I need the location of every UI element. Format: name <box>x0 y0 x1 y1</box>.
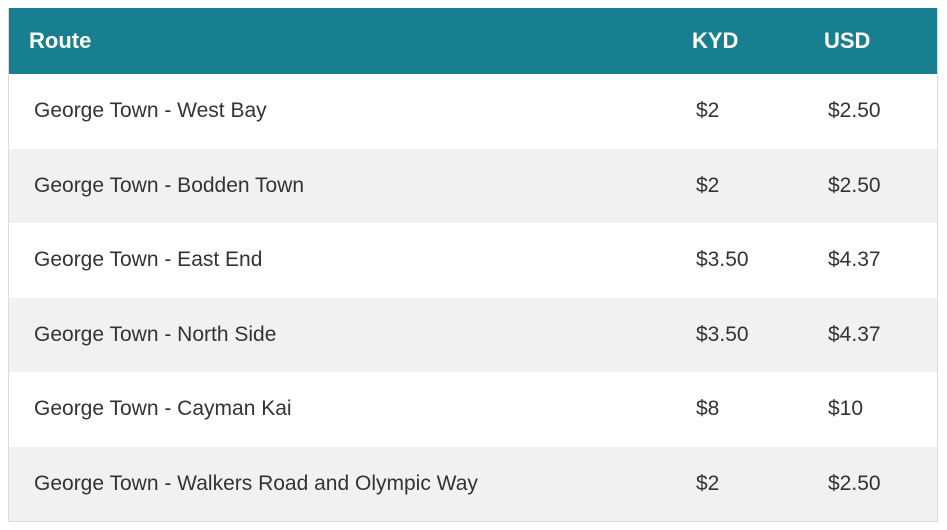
table-row: George Town - Walkers Road and Olympic W… <box>9 446 937 521</box>
table-row: George Town - West Bay $2 $2.50 <box>9 74 937 149</box>
header-route: Route <box>29 28 92 53</box>
usd-cell: $2.50 <box>828 173 881 197</box>
header-usd: USD <box>824 28 871 53</box>
kyd-cell: $8 <box>696 397 720 421</box>
table-row: George Town - East End $3.50 $4.37 <box>9 223 937 298</box>
route-cell: George Town - Bodden Town <box>34 173 305 197</box>
usd-cell: $10 <box>828 397 864 421</box>
kyd-cell: $2 <box>696 99 720 123</box>
fare-table: Route KYD USD George Town - West Bay $2 … <box>8 8 938 522</box>
usd-cell: $4.37 <box>828 322 881 346</box>
table-row: George Town - Cayman Kai $8 $10 <box>9 372 937 447</box>
kyd-cell: $2 <box>696 173 720 197</box>
route-cell: George Town - East End <box>34 248 263 272</box>
table-header-row: Route KYD USD <box>9 8 937 74</box>
kyd-cell: $3.50 <box>696 322 749 346</box>
route-cell: George Town - West Bay <box>34 99 267 123</box>
header-kyd: KYD <box>692 28 739 53</box>
route-cell: George Town - Cayman Kai <box>34 397 292 421</box>
table-row: George Town - North Side $3.50 $4.37 <box>9 297 937 372</box>
kyd-cell: $2 <box>696 471 720 495</box>
usd-cell: $4.37 <box>828 248 881 272</box>
usd-cell: $2.50 <box>828 471 881 495</box>
usd-cell: $2.50 <box>828 99 881 123</box>
table-row: George Town - Bodden Town $2 $2.50 <box>9 148 937 223</box>
route-cell: George Town - Walkers Road and Olympic W… <box>34 471 478 495</box>
route-cell: George Town - North Side <box>34 322 277 346</box>
kyd-cell: $3.50 <box>696 248 749 272</box>
